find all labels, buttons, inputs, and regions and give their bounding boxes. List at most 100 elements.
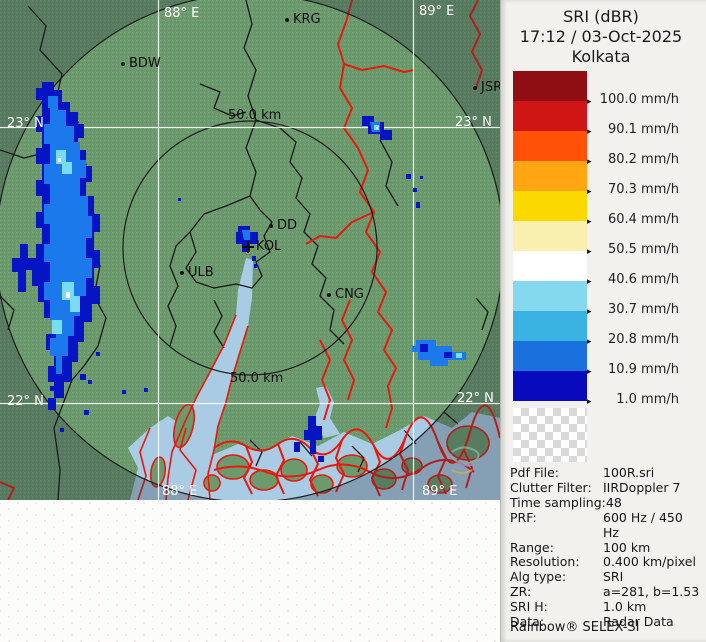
station-dot-icon	[285, 17, 289, 22]
legend-color-block	[513, 161, 587, 191]
legend-label: ▸ 100.0 mm/h	[585, 92, 679, 108]
radar-center-cross-icon	[242, 241, 254, 253]
info-value: 100 km	[603, 539, 651, 555]
legend-label: ▸ 90.1 mm/h	[585, 122, 679, 138]
scan-datetime: 17:12 / 03-Oct-2025	[519, 27, 683, 46]
station-label: JSR	[481, 80, 500, 95]
info-row: Range: 100 km	[510, 539, 702, 556]
legend-color-block	[513, 191, 587, 221]
info-value: a=281, b=1.53	[603, 584, 700, 600]
tick-arrow-icon: ▸	[587, 187, 592, 197]
legend-color-block	[513, 101, 587, 131]
station-marker-cng: CNG	[327, 288, 364, 301]
legend-label: ▸ 1.0 mm/h	[585, 392, 679, 408]
legend-label: ▸ 50.5 mm/h	[585, 243, 679, 258]
page-margin-area	[0, 500, 500, 642]
legend-color-block	[513, 71, 587, 101]
legend-color-block	[513, 131, 587, 161]
info-value: IIRDoppler 7	[603, 479, 681, 495]
station-label-kol: KOL	[256, 239, 282, 254]
legend-value-text: 60.4 mm/h	[607, 212, 679, 227]
precipitation-overlay	[12, 82, 466, 462]
info-row: ZR: a=281, b=1.53	[510, 584, 702, 600]
info-value: 1.0 km	[603, 599, 647, 615]
tick-arrow-icon: ▸	[587, 217, 592, 227]
station-marker-bdw: BDW	[121, 57, 161, 70]
legend-color-block	[513, 221, 587, 251]
software-brand: Rainbow® SELEX-SI	[510, 620, 640, 635]
tick-arrow-icon: ▸	[587, 367, 592, 377]
panel-title-block: SRI (dBR) 17:12 / 03-Oct-2025 Kolkata	[501, 7, 701, 67]
legend-label: ▸ 60.4 mm/h	[585, 212, 679, 228]
info-label: Pdf File:	[510, 465, 559, 480]
legend-value-text: 10.9 mm/h	[607, 362, 679, 377]
graticule-label: 88° E	[162, 484, 198, 499]
station-label: BDW	[129, 56, 161, 71]
tick-arrow-icon: ▸	[587, 127, 592, 137]
legend-value-text: 20.8 mm/h	[607, 332, 679, 347]
tick-arrow-icon: ▸	[587, 397, 592, 407]
radar-map-graphic	[0, 0, 500, 500]
info-rows: Pdf File: 100R.sri Clutter Filter: IIRDoppl…	[510, 465, 702, 630]
info-row: Resolution: 0.400 km/pixel	[510, 555, 702, 570]
legend-value-text: 70.3 mm/h	[607, 182, 679, 197]
tick-arrow-icon: ▸	[587, 157, 592, 167]
legend-color-block	[513, 371, 587, 401]
info-row: Data: Radar Data	[510, 614, 702, 630]
graticule-label: 88° E	[164, 6, 200, 21]
tick-arrow-icon: ▸	[587, 97, 592, 107]
rain-specks-south	[50, 352, 148, 432]
legend-label: ▸ 40.6 mm/h	[585, 272, 679, 288]
graticule-label: 22° N	[457, 391, 494, 406]
legend-label: ▸ 30.7 mm/h	[585, 302, 679, 318]
info-value: 48	[605, 494, 622, 510]
station-marker-dd: DD	[269, 219, 297, 232]
info-row: PRF: 600 Hz / 450 Hz	[510, 509, 702, 541]
legend-value-text: 100.0 mm/h	[599, 92, 679, 107]
legend-colorbar	[513, 71, 587, 401]
station-marker-jsr: JSR	[473, 81, 500, 94]
info-label: ZR:	[510, 584, 532, 600]
rain-blob-river	[304, 416, 322, 454]
station-dot-icon	[121, 61, 125, 66]
tick-arrow-icon: ▸	[587, 337, 592, 347]
station-marker-ulb: ULB	[180, 266, 214, 279]
info-label: Alg type:	[510, 569, 567, 585]
station-dot-icon	[180, 270, 184, 275]
tick-arrow-icon: ▸	[587, 307, 592, 317]
info-row: Pdf File: 100R.sri	[510, 465, 702, 481]
legend-label: ▸ 20.8 mm/h	[585, 332, 679, 348]
info-value: SRI	[603, 569, 624, 585]
info-row: Clutter Filter: IIRDoppler 7	[510, 479, 702, 496]
legend-color-block	[513, 311, 587, 341]
legend-color-block	[513, 251, 587, 281]
legend-color-block	[513, 281, 587, 311]
legend-value-text: 90.1 mm/h	[607, 122, 679, 137]
product-name: SRI (dBR)	[563, 7, 639, 26]
station-marker-krg: KRG	[285, 13, 321, 26]
station-dot-icon	[269, 223, 273, 228]
legend-label: ▸ 10.9 mm/h	[585, 362, 679, 378]
legend-label: ▸ 70.3 mm/h	[585, 182, 679, 198]
graticule-label: 89° E	[422, 484, 458, 499]
info-row: Alg type: SRI	[510, 569, 702, 585]
graticule-label: 23° N	[7, 116, 44, 131]
tick-arrow-icon: ▸	[587, 277, 592, 287]
station-label: KRG	[293, 12, 321, 27]
info-row: SRI H: 1.0 km	[510, 599, 702, 615]
range-ring-label: 50.0 km	[228, 108, 282, 123]
info-label: PRF:	[510, 509, 537, 525]
info-panel: SRI (dBR) 17:12 / 03-Oct-2025 Kolkata Pd…	[500, 0, 706, 642]
graticule-label: 89° E	[419, 4, 455, 19]
info-value: 100R.sri	[603, 465, 655, 480]
outside-range-dim	[0, 0, 500, 500]
info-label: SRI H:	[510, 599, 548, 615]
rain-band-cyan	[52, 150, 80, 334]
graticule-label: 22° N	[7, 394, 44, 409]
legend-value-text: 1.0 mm/h	[616, 392, 679, 407]
range-circle-50km	[122, 120, 378, 376]
legend-label: ▸ 80.2 mm/h	[585, 153, 679, 168]
legend-value-text: 40.6 mm/h	[607, 272, 679, 287]
legend-value-text: 30.7 mm/h	[607, 302, 679, 317]
